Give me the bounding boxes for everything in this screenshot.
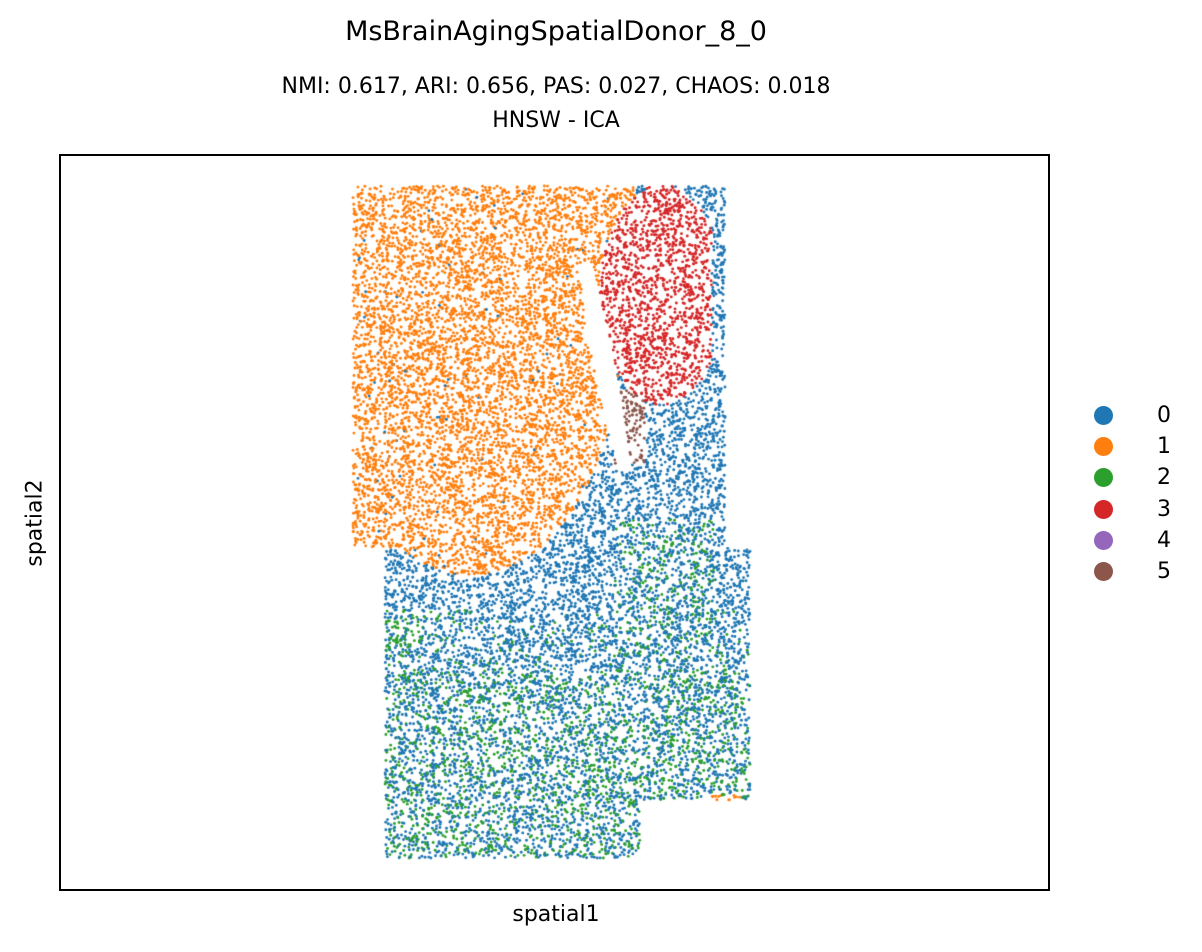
legend-label-4: 4	[1157, 527, 1171, 553]
chart-subtitle-method: HNSW - ICA	[492, 108, 620, 133]
legend-item-3: 3	[1088, 494, 1171, 525]
legend-marker-5	[1094, 562, 1113, 582]
legend-item-1: 1	[1088, 431, 1171, 462]
scatter-points	[61, 156, 1048, 889]
legend-item-0: 0	[1088, 400, 1171, 431]
chart-subtitle-metrics: NMI: 0.617, ARI: 0.656, PAS: 0.027, CHAO…	[281, 74, 831, 99]
chart-title: MsBrainAgingSpatialDonor_8_0	[345, 16, 767, 47]
legend-label-5: 5	[1157, 559, 1171, 585]
legend: 0 1 2 3 4 5	[1088, 400, 1171, 587]
legend-item-4: 4	[1088, 525, 1171, 556]
legend-marker-4	[1094, 530, 1113, 550]
legend-marker-0	[1094, 406, 1113, 426]
y-axis-label: spatial2	[22, 479, 48, 567]
legend-marker-3	[1094, 499, 1113, 519]
plot-area	[59, 154, 1050, 891]
legend-marker-2	[1094, 468, 1113, 488]
legend-item-5: 5	[1088, 556, 1171, 587]
legend-label-1: 1	[1157, 434, 1171, 460]
legend-marker-1	[1094, 437, 1113, 457]
legend-item-2: 2	[1088, 462, 1171, 493]
legend-label-2: 2	[1157, 465, 1171, 491]
legend-label-3: 3	[1157, 496, 1171, 522]
x-axis-label: spatial1	[512, 902, 600, 927]
legend-label-0: 0	[1157, 403, 1171, 429]
